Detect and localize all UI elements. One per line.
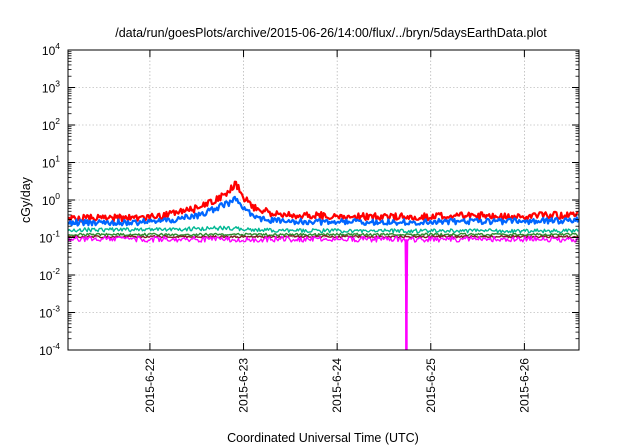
y-tick-base: 10: [39, 269, 53, 283]
series-line: [68, 225, 579, 234]
series-line: [68, 195, 579, 227]
x-ticks: 2015-6-22 2015-6-23 2015-6-24 2015-6-25 2015…: [143, 50, 531, 413]
series-line: [68, 232, 579, 237]
x-tick-label: 2015-6-23: [237, 358, 251, 413]
y-tick-base: 10: [42, 119, 56, 133]
y-tick-label: 100: [42, 191, 60, 208]
x-tick-label: 2015-6-22: [143, 358, 157, 413]
y-tick-exponent: -3: [52, 304, 60, 314]
y-tick-label: 10-1: [39, 229, 60, 246]
chart-title: /data/run/goesPlots/archive/2015-06-26/1…: [115, 26, 547, 40]
y-tick-base: 10: [42, 157, 56, 171]
y-tick-label: 104: [42, 41, 60, 58]
series-line: [68, 180, 579, 223]
y-tick-exponent: 1: [55, 154, 60, 164]
y-tick-exponent: -4: [52, 341, 60, 351]
y-tick-base: 10: [39, 307, 53, 321]
y-axis-label: cGy/day: [19, 176, 33, 223]
y-tick-label: 10-2: [39, 266, 60, 283]
y-tick-base: 10: [39, 232, 53, 246]
x-tick-label: 2015-6-24: [330, 358, 344, 413]
y-tick-label: 102: [42, 116, 60, 133]
grid: [68, 50, 579, 350]
y-tick-base: 10: [42, 82, 56, 96]
y-tick-exponent: 2: [55, 116, 60, 126]
y-tick-exponent: 4: [55, 41, 60, 51]
series-line: [68, 235, 579, 350]
y-tick-exponent: 3: [55, 79, 60, 89]
x-tick-label: 2015-6-25: [424, 358, 438, 413]
y-tick-label: 10-4: [39, 341, 60, 358]
y-tick-label: 101: [42, 154, 60, 171]
x-tick-label: 2015-6-26: [517, 358, 531, 413]
y-tick-exponent: -1: [52, 229, 60, 239]
y-tick-base: 10: [42, 44, 56, 58]
y-tick-label: 103: [42, 79, 60, 96]
y-tick-base: 10: [42, 194, 56, 208]
y-tick-base: 10: [39, 344, 53, 358]
series-layer: [68, 180, 579, 350]
y-tick-exponent: 0: [55, 191, 60, 201]
series-line: [68, 234, 579, 239]
x-axis-label: Coordinated Universal Time (UTC): [227, 431, 419, 445]
y-tick-exponent: -2: [52, 266, 60, 276]
y-tick-label: 10-3: [39, 304, 60, 321]
